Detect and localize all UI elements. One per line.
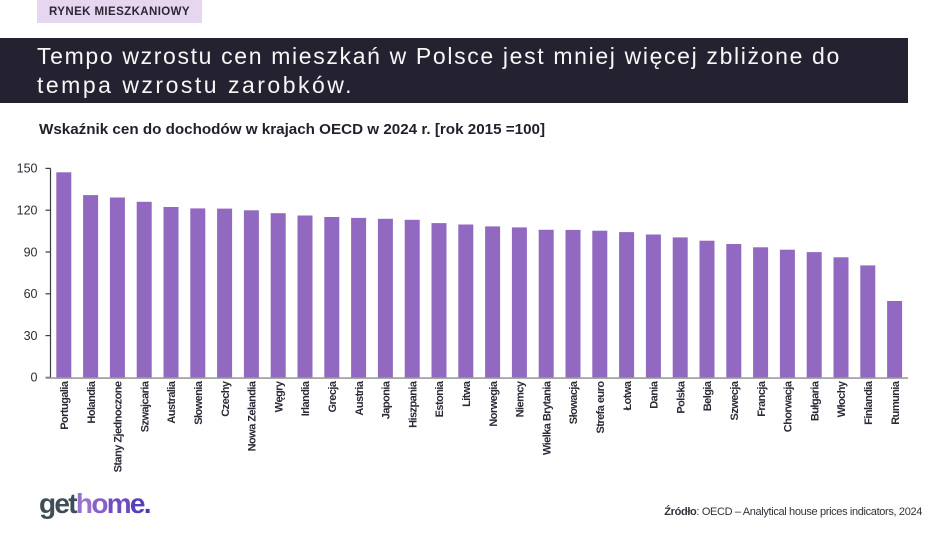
svg-text:Belgia: Belgia <box>702 380 714 411</box>
svg-text:Hiszpania: Hiszpania <box>407 380 419 428</box>
svg-text:Włochy: Włochy <box>836 380 848 417</box>
svg-text:Niemcy: Niemcy <box>515 380 527 417</box>
svg-text:30: 30 <box>24 329 38 343</box>
svg-text:Słowenia: Słowenia <box>193 380 205 425</box>
svg-text:Irlandia: Irlandia <box>300 380 312 416</box>
svg-text:Francja: Francja <box>756 380 768 417</box>
svg-text:Polska: Polska <box>675 380 687 414</box>
svg-text:Japonia: Japonia <box>381 380 393 419</box>
svg-text:Finlandia: Finlandia <box>863 380 875 425</box>
svg-text:90: 90 <box>24 245 38 259</box>
svg-text:Dania: Dania <box>649 380 661 409</box>
svg-text:Czechy: Czechy <box>220 380 232 417</box>
svg-text:Rumunia: Rumunia <box>890 380 902 425</box>
svg-text:Chorwacja: Chorwacja <box>783 380 795 432</box>
svg-text:Szwajcaria: Szwajcaria <box>139 380 151 432</box>
svg-text:Bułgaria: Bułgaria <box>809 380 821 421</box>
svg-text:Węgry: Węgry <box>273 380 285 412</box>
svg-text:Wielka Brytania: Wielka Brytania <box>541 380 553 455</box>
svg-text:Estonia: Estonia <box>434 380 446 417</box>
svg-text:Austria: Austria <box>354 380 366 415</box>
svg-text:Norwegia: Norwegia <box>488 380 500 427</box>
svg-text:Słowacja: Słowacja <box>568 380 580 424</box>
svg-text:Łotwa: Łotwa <box>622 380 634 410</box>
svg-text:Strefa euro: Strefa euro <box>595 381 607 434</box>
svg-text:Stany Zjednoczone: Stany Zjednoczone <box>113 381 125 472</box>
svg-text:0: 0 <box>31 371 38 385</box>
svg-text:Szwecja: Szwecja <box>729 380 741 420</box>
svg-text:120: 120 <box>17 204 38 218</box>
svg-text:Holandia: Holandia <box>86 380 98 423</box>
svg-text:60: 60 <box>24 287 38 301</box>
svg-text:Grecja: Grecja <box>327 380 339 412</box>
svg-text:Portugalia: Portugalia <box>59 380 71 430</box>
svg-text:Australia: Australia <box>166 380 178 424</box>
svg-text:150: 150 <box>17 162 38 176</box>
svg-text:Nowa Zelandia: Nowa Zelandia <box>247 380 259 451</box>
svg-text:Litwa: Litwa <box>461 380 473 407</box>
